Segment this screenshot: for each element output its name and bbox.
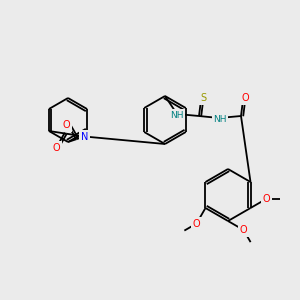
Text: NH: NH: [213, 116, 227, 124]
Text: O: O: [262, 194, 270, 204]
Text: O: O: [193, 219, 200, 229]
Text: O: O: [241, 93, 249, 103]
Text: S: S: [200, 93, 206, 103]
Text: O: O: [62, 120, 70, 130]
Text: O: O: [53, 143, 61, 153]
Text: NH: NH: [170, 110, 184, 119]
Text: O: O: [240, 225, 248, 235]
Text: N: N: [81, 131, 88, 142]
